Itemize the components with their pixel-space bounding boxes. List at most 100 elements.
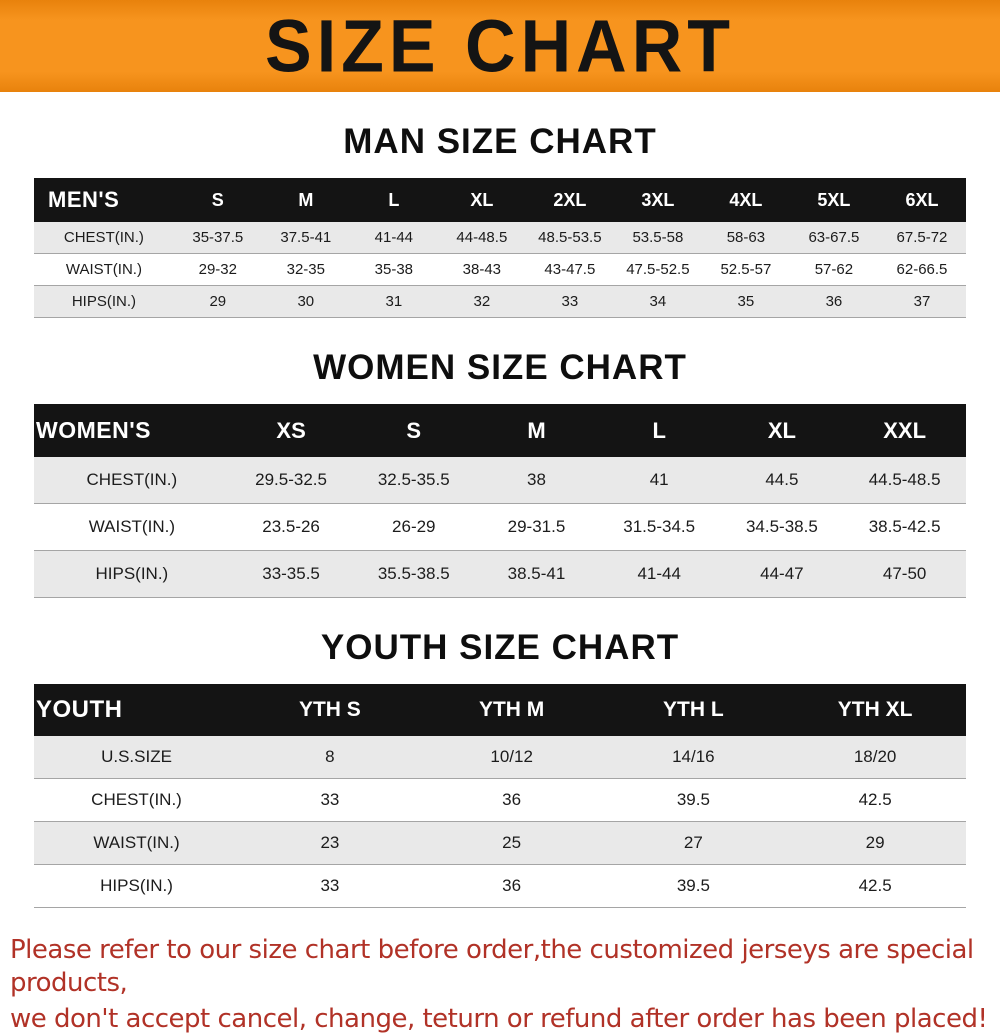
table-cell: 44.5-48.5 [843, 457, 966, 504]
table-cell: 39.5 [602, 778, 785, 822]
table-row: HIPS(IN.) 29 30 31 32 33 34 35 36 37 [34, 285, 966, 318]
column-header: XL [720, 404, 844, 457]
table-cell: 33 [525, 285, 614, 318]
table-cell: 38 [475, 457, 598, 504]
row-label: WAIST(IN.) [34, 253, 174, 286]
column-header: 5XL [789, 178, 878, 222]
table-cell: 29-31.5 [475, 503, 598, 551]
column-header: M [261, 178, 350, 222]
table-cell: 41-44 [597, 550, 721, 598]
table-cell: 8 [239, 736, 421, 779]
column-header: YTH L [602, 684, 785, 736]
table-cell: 35-37.5 [173, 222, 262, 254]
table-cell: 63-67.5 [789, 222, 878, 254]
column-header: YTH S [239, 684, 421, 736]
table-row: HIPS(IN.) 33-35.5 35.5-38.5 38.5-41 41-44 44-… [34, 550, 966, 598]
table-cell: 31.5-34.5 [597, 503, 721, 551]
table-cell: 32.5-35.5 [352, 457, 476, 504]
row-label: CHEST(IN.) [34, 457, 230, 504]
table-cell: 34.5-38.5 [720, 503, 844, 551]
table-cell: 42.5 [784, 778, 966, 822]
section-men: MAN SIZE CHART MEN'S S M L XL 2XL 3XL 4XL 5XL 6XL… [0, 122, 1000, 318]
table-cell: 67.5-72 [877, 222, 966, 254]
page-title: SIZE CHART [265, 4, 735, 88]
table-cell: 35-38 [349, 253, 438, 286]
charts: MAN SIZE CHART MEN'S S M L XL 2XL 3XL 4XL 5XL 6XL… [0, 122, 1000, 908]
table-row: CHEST(IN.) 29.5-32.5 32.5-35.5 38 41 44.5 44.5… [34, 457, 966, 504]
table-cell: 47-50 [843, 550, 966, 598]
row-label: HIPS(IN.) [34, 864, 240, 908]
table-row: U.S.SIZE 8 10/12 14/16 18/20 [34, 736, 966, 779]
table-cell: 29-32 [173, 253, 262, 286]
table-cell: 29.5-32.5 [229, 457, 353, 504]
table-cell: 33-35.5 [229, 550, 353, 598]
table-cell: 62-66.5 [877, 253, 966, 286]
row-label: HIPS(IN.) [34, 550, 230, 598]
table-cell: 58-63 [701, 222, 790, 254]
table-cell: 32-35 [261, 253, 350, 286]
table-row: HIPS(IN.) 33 36 39.5 42.5 [34, 864, 966, 908]
youth-chart-heading: YOUTH SIZE CHART [320, 628, 680, 667]
table-cell: 37.5-41 [261, 222, 350, 254]
men-size-table-wrap: MEN'S S M L XL 2XL 3XL 4XL 5XL 6XL CHEST(IN.) 35-37… [34, 178, 966, 318]
table-row: WAIST(IN.) 23.5-26 26-29 29-31.5 31.5-34.5 34… [34, 503, 966, 551]
table-cell: 14/16 [602, 736, 785, 779]
men-chart-heading: MAN SIZE CHART [343, 122, 657, 161]
table-corner-label: WOMEN'S [34, 404, 230, 457]
row-label: HIPS(IN.) [34, 285, 174, 318]
column-header: 3XL [613, 178, 702, 222]
table-cell: 23 [239, 821, 421, 865]
table-cell: 29 [173, 285, 262, 318]
row-label: U.S.SIZE [34, 736, 240, 779]
women-chart-heading: WOMEN SIZE CHART [313, 348, 687, 387]
table-cell: 35.5-38.5 [352, 550, 476, 598]
table-row: CHEST(IN.) 33 36 39.5 42.5 [34, 778, 966, 822]
column-header: YTH M [420, 684, 603, 736]
disclaimer: Please refer to our size chart before or… [10, 934, 1000, 1036]
row-label: WAIST(IN.) [34, 821, 240, 865]
youth-size-table-wrap: YOUTH YTH S YTH M YTH L YTH XL U.S.SIZE 8 10/12… [34, 684, 966, 908]
table-header-row: MEN'S S M L XL 2XL 3XL 4XL 5XL 6XL [34, 178, 966, 222]
column-header: 4XL [701, 178, 790, 222]
women-size-table-wrap: WOMEN'S XS S M L XL XXL CHEST(IN.) 29.5-32.5 32.5… [34, 404, 966, 598]
table-cell: 29 [784, 821, 966, 865]
table-cell: 33 [239, 864, 421, 908]
table-cell: 38.5-42.5 [843, 503, 966, 551]
table-cell: 32 [437, 285, 526, 318]
column-header: L [349, 178, 438, 222]
table-cell: 44-48.5 [437, 222, 526, 254]
column-header: YTH XL [784, 684, 966, 736]
table-cell: 39.5 [602, 864, 785, 908]
column-header: M [475, 404, 598, 457]
table-cell: 43-47.5 [525, 253, 614, 286]
table-cell: 48.5-53.5 [525, 222, 614, 254]
disclaimer-line-1: Please refer to our size chart before or… [10, 935, 974, 998]
column-header: XL [437, 178, 526, 222]
table-cell: 36 [789, 285, 878, 318]
size-table: MEN'S S M L XL 2XL 3XL 4XL 5XL 6XL CHEST(IN.) 35-37… [34, 178, 966, 318]
table-corner-label: MEN'S [34, 178, 174, 222]
column-header: 2XL [525, 178, 614, 222]
table-cell: 34 [613, 285, 702, 318]
table-header-row: WOMEN'S XS S M L XL XXL [34, 404, 966, 457]
table-cell: 42.5 [784, 864, 966, 908]
size-table: WOMEN'S XS S M L XL XXL CHEST(IN.) 29.5-32.5 32.5… [34, 404, 966, 598]
table-cell: 38-43 [437, 253, 526, 286]
table-cell: 35 [701, 285, 790, 318]
table-cell: 36 [420, 778, 603, 822]
table-row: WAIST(IN.) 23 25 27 29 [34, 821, 966, 865]
row-label: CHEST(IN.) [34, 222, 174, 254]
column-header: S [352, 404, 476, 457]
table-cell: 53.5-58 [613, 222, 702, 254]
table-cell: 36 [420, 864, 603, 908]
table-cell: 31 [349, 285, 438, 318]
disclaimer-line-2: we don't accept cancel, change, teturn o… [10, 1004, 988, 1034]
column-header: XXL [843, 404, 966, 457]
column-header: L [597, 404, 721, 457]
table-cell: 30 [261, 285, 350, 318]
row-label: CHEST(IN.) [34, 778, 240, 822]
section-women: WOMEN SIZE CHART WOMEN'S XS S M L XL XXL CHEST(… [0, 348, 1000, 598]
banner: SIZE CHART [0, 0, 1000, 92]
table-cell: 27 [602, 821, 785, 865]
row-label: WAIST(IN.) [34, 503, 230, 551]
